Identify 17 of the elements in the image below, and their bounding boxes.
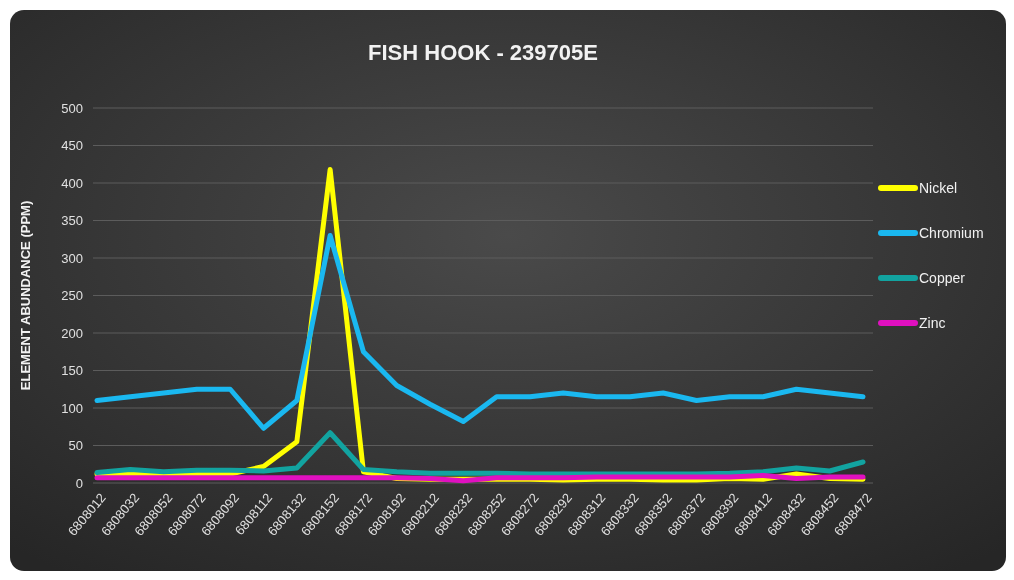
y-axis-title: ELEMENT ABUNDANCE (PPM): [18, 200, 33, 391]
chart-title: FISH HOOK - 239705E: [368, 40, 598, 65]
legend-label: Nickel: [919, 179, 958, 196]
legend-label: Copper: [919, 269, 966, 286]
y-tick-label: 150: [61, 363, 83, 379]
y-tick-label: 450: [61, 138, 83, 154]
y-tick-label: 50: [68, 438, 83, 454]
y-tick-label: 500: [61, 100, 83, 116]
y-tick-label: 400: [61, 175, 83, 191]
y-tick-label: 350: [61, 213, 83, 229]
y-tick-label: 100: [61, 400, 83, 416]
y-tick-label: 250: [61, 288, 83, 304]
y-tick-label: 300: [61, 250, 83, 266]
legend-label: Zinc: [919, 314, 946, 331]
y-tick-label: 0: [75, 475, 83, 491]
y-tick-label: 200: [61, 325, 83, 341]
legend-label: Chromium: [919, 224, 984, 241]
